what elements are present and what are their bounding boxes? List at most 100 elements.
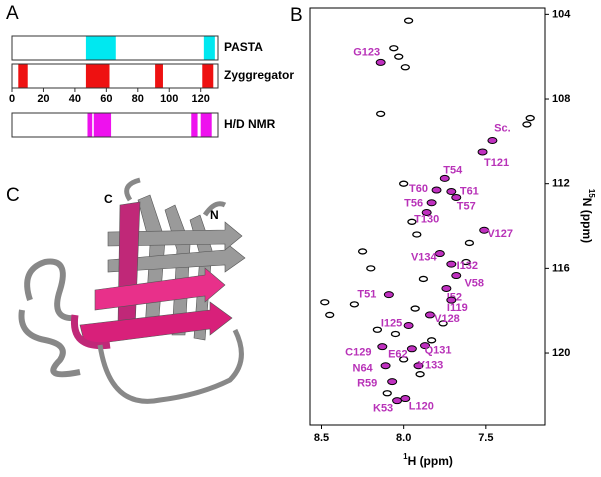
segment xyxy=(87,113,93,137)
peak-label: V127 xyxy=(487,228,513,240)
peak-label: T54 xyxy=(443,164,463,176)
peak xyxy=(426,199,437,207)
peak xyxy=(446,260,457,268)
reference-peak xyxy=(438,320,448,327)
peak-label: N64 xyxy=(353,363,374,375)
peak xyxy=(439,174,450,182)
reference-peak xyxy=(464,239,475,247)
peak xyxy=(477,148,488,156)
superscript: 15 xyxy=(587,189,596,198)
panel-label: B xyxy=(290,5,303,26)
peak-label: I125 xyxy=(381,317,402,329)
segment xyxy=(93,113,112,137)
reference-peak xyxy=(349,301,360,308)
reference-peak xyxy=(399,180,409,187)
peak xyxy=(413,362,424,370)
peak xyxy=(431,186,442,194)
tick-label: 120 xyxy=(552,347,570,359)
peak-label: T56 xyxy=(404,198,423,210)
peak xyxy=(487,137,498,145)
peak xyxy=(446,296,457,304)
peak-label: G123 xyxy=(353,46,380,58)
segment xyxy=(85,64,110,88)
reference-peak xyxy=(461,258,471,266)
reference-peak xyxy=(418,275,429,283)
tick-label: 100 xyxy=(160,93,178,105)
segment xyxy=(191,113,198,137)
peak-label: T51 xyxy=(357,289,376,301)
peak-label: T57 xyxy=(457,200,476,212)
peak-label: V134 xyxy=(411,251,438,263)
tick-label: 20 xyxy=(37,93,49,105)
axis-text: H (ppm) xyxy=(408,454,453,468)
reference-peak xyxy=(325,311,335,319)
panel-label: A xyxy=(6,3,19,24)
track-label: Zyggregator xyxy=(224,68,294,82)
axis-text: N (ppm) xyxy=(580,198,594,243)
tick-label: 60 xyxy=(100,93,112,105)
peak-label: Sc. xyxy=(494,122,511,134)
reference-peak xyxy=(394,53,404,60)
tick-label: 8.5 xyxy=(314,432,329,444)
reference-peak xyxy=(412,231,422,238)
peak xyxy=(446,188,457,196)
reference-peak xyxy=(410,305,420,312)
peak xyxy=(392,397,403,405)
reference-peak xyxy=(390,330,401,338)
protein-cartoon xyxy=(18,177,246,404)
reference-peak xyxy=(403,17,414,24)
reference-peak xyxy=(400,64,410,71)
peak xyxy=(375,58,386,66)
segment xyxy=(18,64,28,88)
peak-label: C129 xyxy=(345,347,371,359)
track xyxy=(11,112,219,138)
track-label: H/D NMR xyxy=(224,117,276,131)
terminus-label: N xyxy=(210,208,219,222)
segment xyxy=(200,113,212,137)
segment xyxy=(85,36,116,60)
peak xyxy=(441,284,452,292)
tick-label: 116 xyxy=(552,262,570,274)
reference-peak xyxy=(382,390,392,397)
terminus-label: C xyxy=(104,192,113,206)
reference-peak xyxy=(357,248,368,255)
peak-label: I119 xyxy=(447,302,468,314)
x-axis-label: 1H (ppm) xyxy=(403,452,453,468)
peak-label: L120 xyxy=(409,400,434,412)
tick-label: 108 xyxy=(552,93,570,105)
peak xyxy=(377,343,388,351)
tick-label: 80 xyxy=(132,93,144,105)
peak xyxy=(451,193,462,201)
peak-label: V58 xyxy=(464,277,484,289)
segment xyxy=(202,64,214,88)
tick-label: 112 xyxy=(552,178,570,190)
peak xyxy=(387,378,398,386)
peak-label: I132 xyxy=(457,260,478,272)
reference-peak xyxy=(407,218,417,225)
track-label: PASTA xyxy=(224,40,263,54)
reference-peak xyxy=(522,121,532,128)
peak-label: T121 xyxy=(484,157,509,169)
peak-label: T130 xyxy=(414,213,439,225)
reference-peak xyxy=(426,337,437,344)
panel-label: C xyxy=(6,185,20,206)
superscript: 1 xyxy=(403,452,408,461)
tick-label: 7.5 xyxy=(478,432,493,444)
peak-label: Q131 xyxy=(425,345,452,357)
y-axis-label: 15N (ppm) xyxy=(580,189,596,243)
plot-frame xyxy=(309,7,546,426)
peak xyxy=(479,226,490,234)
reference-peak xyxy=(525,114,535,122)
tick-label: 104 xyxy=(552,8,571,20)
tick-label: 0 xyxy=(9,93,15,105)
peak xyxy=(434,250,445,258)
reference-peak xyxy=(376,110,386,117)
segment xyxy=(155,64,163,88)
peak-label: Y133 xyxy=(418,360,444,372)
segment xyxy=(203,36,215,60)
reference-peak xyxy=(372,326,383,333)
peak-label: K53 xyxy=(373,403,393,415)
reference-peak xyxy=(389,45,399,52)
peak-label: R59 xyxy=(357,378,377,390)
